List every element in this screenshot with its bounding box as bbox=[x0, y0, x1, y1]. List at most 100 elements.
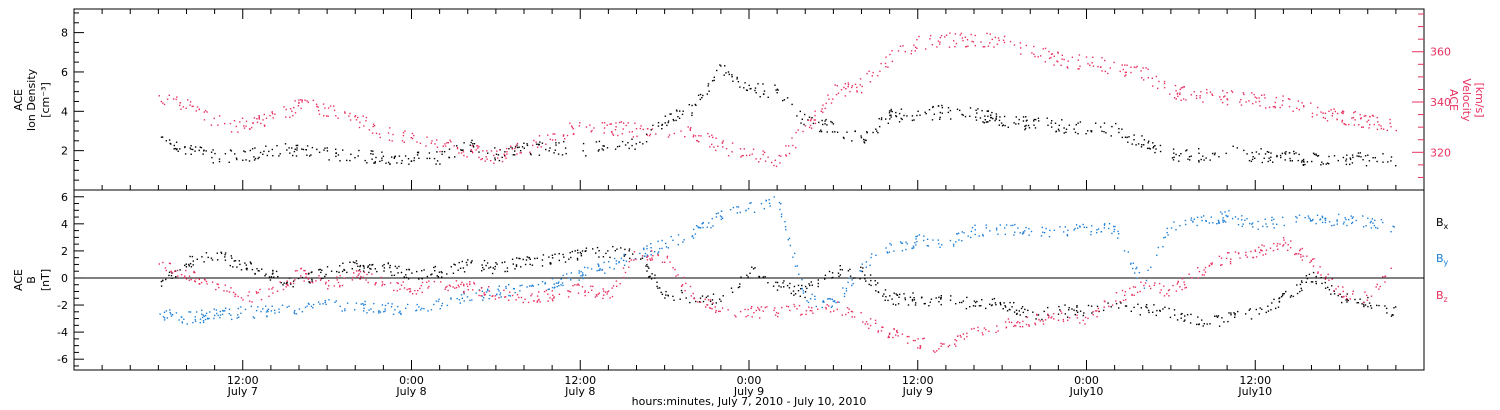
density-point bbox=[1213, 153, 1216, 156]
velocity-point bbox=[1050, 56, 1052, 59]
density-point bbox=[243, 150, 245, 152]
bx-point bbox=[1021, 306, 1024, 308]
bx-point bbox=[288, 277, 291, 279]
bx-point bbox=[246, 267, 248, 270]
velocity-point bbox=[814, 122, 817, 125]
by-point bbox=[498, 285, 500, 287]
velocity-point bbox=[1334, 110, 1336, 113]
velocity-point bbox=[646, 134, 648, 136]
by-point bbox=[809, 298, 812, 300]
bx-point bbox=[257, 270, 259, 272]
velocity-point bbox=[1324, 117, 1326, 120]
velocity-point bbox=[948, 46, 951, 48]
density-point bbox=[394, 155, 396, 157]
velocity-point bbox=[1195, 97, 1198, 99]
velocity-point bbox=[1230, 90, 1233, 92]
by-point bbox=[650, 250, 652, 252]
velocity-point bbox=[514, 147, 516, 150]
by-point bbox=[999, 224, 1001, 226]
bx-point bbox=[1058, 305, 1060, 308]
bz-point bbox=[825, 306, 827, 309]
bx-point bbox=[192, 260, 194, 262]
by-point bbox=[974, 224, 976, 226]
bx-point bbox=[355, 260, 358, 262]
velocity-point bbox=[603, 127, 606, 129]
bz-point bbox=[409, 288, 411, 290]
by-point bbox=[1224, 211, 1226, 213]
density-point bbox=[919, 114, 921, 116]
density-point bbox=[165, 140, 167, 142]
density-point bbox=[249, 149, 251, 152]
by-point bbox=[339, 305, 341, 307]
velocity-point bbox=[263, 124, 266, 126]
by-point bbox=[871, 253, 873, 255]
bx-point bbox=[616, 248, 618, 250]
bz-point bbox=[794, 305, 796, 308]
by-point bbox=[1312, 219, 1314, 221]
velocity-point bbox=[668, 134, 671, 136]
density-point bbox=[296, 144, 299, 147]
bx-point bbox=[1275, 307, 1277, 310]
bx-point bbox=[962, 300, 965, 302]
bx-point bbox=[239, 263, 241, 266]
bz-point bbox=[1337, 285, 1339, 288]
bx-point bbox=[233, 260, 235, 262]
bz-point bbox=[881, 326, 883, 328]
bx-point bbox=[1133, 306, 1135, 309]
bz-point bbox=[384, 283, 386, 286]
by-point bbox=[1059, 226, 1061, 228]
density-point bbox=[372, 153, 374, 155]
velocity-point bbox=[620, 121, 623, 123]
bz-point bbox=[609, 297, 611, 299]
density-point bbox=[1260, 148, 1262, 150]
velocity-point bbox=[365, 120, 367, 122]
by-point bbox=[913, 247, 915, 249]
density-point bbox=[251, 148, 254, 150]
bz-point bbox=[198, 283, 200, 285]
velocity-point bbox=[213, 117, 215, 120]
bz-point bbox=[1158, 282, 1161, 285]
by-point bbox=[845, 290, 848, 292]
velocity-point bbox=[375, 132, 378, 135]
density-point bbox=[426, 157, 428, 160]
bz-point bbox=[515, 299, 517, 301]
density-point bbox=[1356, 155, 1358, 157]
bz-point bbox=[888, 335, 890, 337]
velocity-point bbox=[767, 156, 769, 158]
bx-point bbox=[549, 262, 551, 264]
bz-point bbox=[1177, 280, 1179, 283]
by-point bbox=[835, 301, 837, 304]
velocity-point bbox=[832, 98, 834, 100]
bx-point bbox=[168, 271, 171, 273]
by-point bbox=[1017, 227, 1019, 229]
velocity-point bbox=[1031, 52, 1033, 54]
by-point bbox=[1103, 224, 1106, 226]
by-point bbox=[1100, 231, 1102, 233]
velocity-point bbox=[1282, 95, 1284, 97]
bz-point bbox=[709, 299, 712, 301]
density-point bbox=[917, 110, 919, 112]
velocity-point bbox=[490, 160, 492, 162]
by-point bbox=[915, 238, 917, 240]
bz-point bbox=[983, 327, 986, 329]
bx-point bbox=[747, 276, 749, 278]
bz-point bbox=[549, 297, 551, 299]
velocity-point bbox=[1125, 74, 1127, 76]
velocity-point bbox=[1177, 95, 1179, 98]
bx-point bbox=[831, 277, 833, 279]
velocity-point bbox=[379, 136, 381, 139]
velocity-point bbox=[795, 131, 797, 134]
by-point bbox=[1024, 230, 1026, 232]
legend-bz: Bz bbox=[1436, 289, 1448, 304]
bz-point bbox=[1079, 322, 1081, 324]
bz-point bbox=[421, 281, 424, 284]
velocity-point bbox=[1366, 121, 1368, 123]
bz-point bbox=[1258, 246, 1260, 249]
density-point bbox=[1172, 159, 1175, 161]
by-point bbox=[265, 311, 268, 313]
velocity-point bbox=[1079, 65, 1081, 67]
by-point bbox=[578, 270, 580, 272]
density-point bbox=[831, 131, 834, 133]
bz-point bbox=[1076, 317, 1079, 319]
by-point bbox=[838, 301, 840, 303]
